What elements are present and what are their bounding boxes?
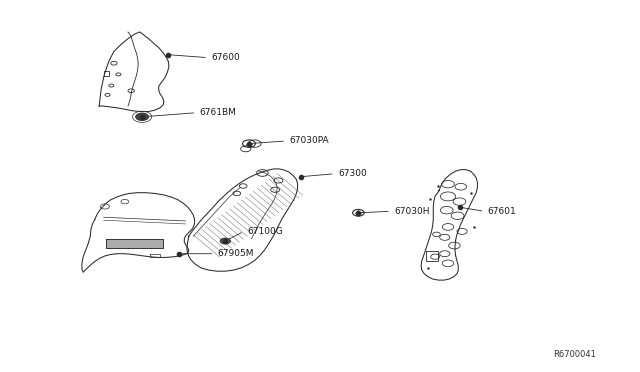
Text: R6700041: R6700041: [554, 350, 596, 359]
Text: 67030PA: 67030PA: [289, 137, 329, 145]
Text: 67905M: 67905M: [218, 249, 254, 258]
Text: 6761BM: 6761BM: [200, 108, 237, 117]
Text: 67600: 67600: [211, 53, 240, 62]
Circle shape: [220, 238, 230, 244]
Text: 67100G: 67100G: [247, 227, 283, 236]
Circle shape: [136, 113, 148, 121]
Text: 67601: 67601: [488, 207, 516, 216]
Polygon shape: [106, 239, 163, 248]
Text: 67300: 67300: [338, 169, 367, 178]
Text: 67030H: 67030H: [394, 207, 429, 216]
